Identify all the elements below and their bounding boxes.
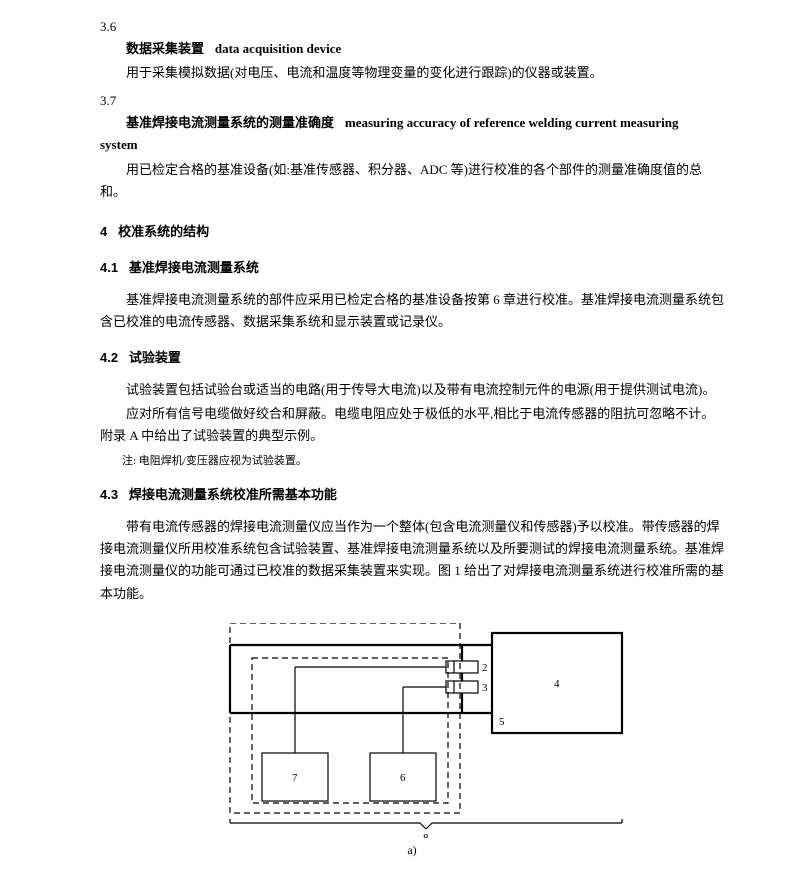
svg-text:4: 4 (554, 678, 560, 690)
heading-4-2: 4.2 试验装置 (100, 347, 724, 369)
term-zh-3-7: 基准焊接电流测量系统的测量准确度 (126, 115, 334, 130)
heading-4-3-title: 焊接电流测量系统校准所需基本功能 (129, 487, 337, 502)
heading-4-title: 校准系统的结构 (118, 224, 209, 239)
heading-4-3-num: 4.3 (100, 487, 118, 502)
note-4-2: 注: 电阻焊机/变压器应视为试验装置。 (100, 452, 724, 471)
body-4-2-p1: 试验装置包括试验台或适当的电路(用于传导大电流)以及带有电流控制元件的电源(用于… (100, 379, 724, 401)
term-en-3-6: data acquisition device (215, 41, 341, 56)
term-en-3-7: measuring accuracy of reference welding … (345, 115, 679, 130)
body-4-2-p2: 应对所有信号电缆做好绞合和屏蔽。电缆电阻应处于极低的水平,相比于电流传感器的阻抗… (100, 403, 724, 447)
section-number-3-7: 3.7 (100, 90, 724, 112)
body-4-1: 基准焊接电流测量系统的部件应采用已检定合格的基准设备按第 6 章进行校准。基准焊… (100, 289, 724, 333)
body-4-3: 带有电流传感器的焊接电流测量仪应当作为一个整体(包含电流测量仪和传感器)予以校准… (100, 516, 724, 604)
svg-text:8: 8 (423, 832, 429, 838)
svg-text:3: 3 (482, 682, 488, 694)
page-root: 3.6 数据采集装置 data acquisition device 用于采集模… (0, 0, 794, 880)
section-number-3-6: 3.6 (100, 16, 724, 38)
heading-4: 4 校准系统的结构 (100, 221, 724, 243)
heading-4-1-num: 4.1 (100, 260, 118, 275)
term-3-6: 数据采集装置 data acquisition device (100, 38, 724, 60)
body-3-7: 用已检定合格的基准设备(如:基准传感器、积分器、ADC 等)进行校准的各个部件的… (100, 159, 724, 203)
body-3-6: 用于采集模拟数据(对电压、电流和温度等物理变量的变化进行跟踪)的仪器或装置。 (100, 62, 724, 84)
heading-4-num: 4 (100, 224, 107, 239)
svg-text:5: 5 (499, 716, 505, 728)
term-en2-3-7: system (100, 137, 138, 152)
svg-text:2: 2 (482, 662, 488, 674)
svg-text:7: 7 (292, 772, 298, 784)
term-3-7-line1: 基准焊接电流测量系统的测量准确度 measuring accuracy of r… (100, 112, 724, 134)
term-3-7-line2: system (100, 134, 724, 156)
figure-1a-label: a) (407, 840, 416, 860)
heading-4-1: 4.1 基准焊接电流测量系统 (100, 257, 724, 279)
figure-1a-svg: 12345678 (192, 623, 632, 838)
term-zh-3-6: 数据采集装置 (126, 41, 204, 56)
heading-4-2-title: 试验装置 (129, 350, 181, 365)
figure-1a: 12345678 a) (100, 623, 724, 860)
heading-4-1-title: 基准焊接电流测量系统 (129, 260, 259, 275)
svg-text:6: 6 (400, 772, 406, 784)
heading-4-3: 4.3 焊接电流测量系统校准所需基本功能 (100, 484, 724, 506)
heading-4-2-num: 4.2 (100, 350, 118, 365)
